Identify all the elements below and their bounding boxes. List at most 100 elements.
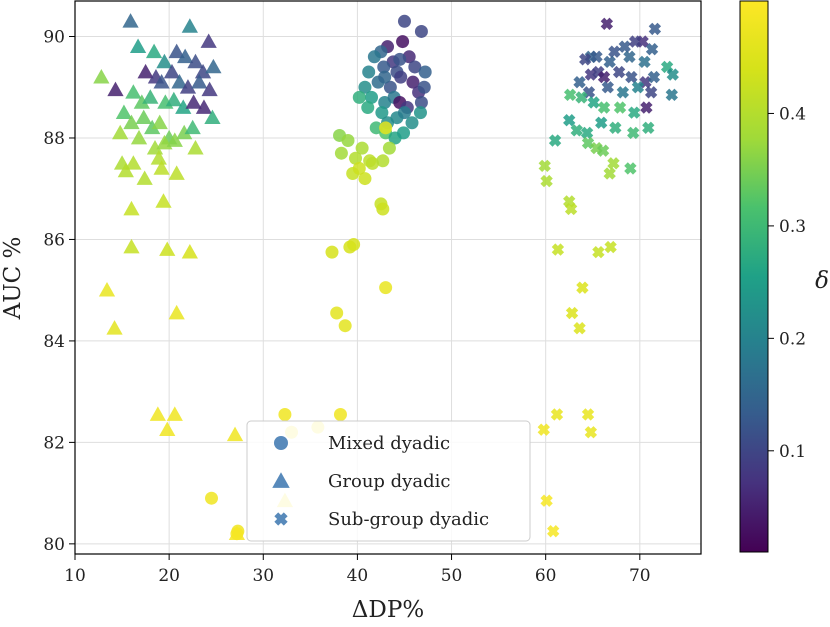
mixed-dyadic-point bbox=[355, 141, 369, 155]
group-dyadic-point bbox=[187, 53, 204, 69]
group-dyadic-point bbox=[153, 160, 170, 175]
colorbar-tick-label: 0.3 bbox=[779, 217, 806, 237]
sub-group-dyadic-point bbox=[547, 524, 560, 538]
mixed-dyadic-point bbox=[278, 407, 292, 421]
group-dyadic-point bbox=[159, 241, 176, 256]
group-dyadic-point bbox=[125, 84, 142, 99]
group-dyadic-point bbox=[150, 150, 167, 165]
y-tick-label: 82 bbox=[43, 433, 65, 453]
legend-marker-x bbox=[274, 512, 288, 526]
x-tick-label: 30 bbox=[252, 566, 274, 586]
colorbar: 0.1 0.2 0.3 0.4 δ bbox=[739, 0, 829, 553]
group-dyadic-point bbox=[171, 74, 188, 89]
mixed-dyadic-point bbox=[375, 106, 389, 120]
group-dyadic-point bbox=[201, 81, 218, 97]
sub-group-dyadic-point bbox=[596, 144, 610, 157]
sub-group-dyadic-point bbox=[604, 240, 617, 254]
sub-group-dyadic-point bbox=[642, 121, 655, 135]
mixed-dyadic-point bbox=[382, 141, 396, 155]
mixed-dyadic-point bbox=[397, 106, 411, 120]
group-dyadic-point bbox=[123, 238, 140, 254]
x-axis-ticks: 10 20 30 40 50 60 70 bbox=[64, 554, 651, 586]
mixed-dyadic-point bbox=[418, 65, 432, 79]
sub-group-dyadic-point bbox=[623, 50, 636, 63]
sub-group-dyadic-point bbox=[595, 116, 608, 129]
mixed-dyadic-point bbox=[378, 70, 392, 84]
group-dyadic-point bbox=[195, 99, 213, 114]
mixed-dyadic-point bbox=[383, 80, 397, 94]
sub-group-dyadic-point bbox=[551, 243, 565, 256]
group-dyadic-point bbox=[136, 170, 153, 185]
mixed-dyadic-point bbox=[394, 70, 408, 84]
sub-group-dyadic-point bbox=[665, 88, 678, 102]
group-dyadic-point bbox=[191, 74, 208, 89]
sub-group-dyadic-point bbox=[609, 121, 622, 135]
sub-group-dyadic-series bbox=[537, 17, 679, 538]
sub-group-dyadic-point bbox=[537, 423, 550, 436]
group-dyadic-point bbox=[184, 119, 201, 135]
group-dyadic-point bbox=[204, 109, 221, 125]
mixed-dyadic-point bbox=[330, 306, 344, 320]
sub-group-dyadic-point bbox=[564, 202, 578, 216]
group-dyadic-point bbox=[187, 140, 204, 155]
sub-group-dyadic-point bbox=[607, 157, 620, 170]
mixed-dyadic-point bbox=[377, 60, 391, 74]
sub-group-dyadic-point bbox=[592, 245, 605, 259]
x-tick-label: 70 bbox=[629, 566, 651, 586]
sub-group-dyadic-point bbox=[581, 408, 595, 421]
sub-group-dyadic-point bbox=[603, 167, 616, 180]
group-dyadic-series bbox=[93, 13, 294, 541]
sub-group-dyadic-point bbox=[540, 494, 553, 507]
sub-group-dyadic-point bbox=[597, 70, 611, 84]
mixed-dyadic-point bbox=[376, 154, 390, 168]
mixed-dyadic-point bbox=[414, 95, 428, 109]
mixed-dyadic-point bbox=[333, 407, 347, 421]
mixed-dyadic-point bbox=[352, 161, 366, 175]
sub-group-dyadic-point bbox=[590, 50, 603, 63]
sub-group-dyadic-point bbox=[648, 22, 662, 36]
colorbar-label: δ bbox=[815, 268, 829, 294]
group-dyadic-point bbox=[137, 63, 154, 79]
mixed-dyadic-point bbox=[406, 75, 420, 89]
sub-group-dyadic-point bbox=[601, 81, 614, 94]
sub-group-dyadic-point bbox=[570, 124, 583, 137]
group-dyadic-point bbox=[181, 18, 198, 33]
sub-group-dyadic-point bbox=[627, 126, 640, 140]
sub-group-dyadic-point bbox=[540, 174, 553, 188]
sub-group-dyadic-point bbox=[573, 322, 586, 335]
sub-group-dyadic-point bbox=[579, 53, 592, 66]
x-tick-label: 20 bbox=[158, 566, 180, 586]
sub-group-dyadic-point bbox=[616, 86, 630, 99]
group-dyadic-point bbox=[165, 91, 182, 107]
sub-group-dyadic-point bbox=[625, 70, 638, 84]
sub-group-dyadic-point bbox=[644, 86, 658, 99]
mixed-dyadic-point bbox=[352, 90, 366, 104]
mixed-dyadic-point bbox=[358, 172, 372, 186]
group-dyadic-point bbox=[200, 33, 217, 48]
sub-group-dyadic-point bbox=[550, 408, 564, 421]
group-dyadic-point bbox=[166, 406, 183, 421]
sub-group-dyadic-point bbox=[573, 75, 586, 89]
mixed-dyadic-point bbox=[376, 202, 390, 216]
mixed-dyadic-point bbox=[408, 60, 422, 74]
group-dyadic-point bbox=[151, 114, 168, 130]
sub-group-dyadic-point bbox=[587, 96, 600, 109]
colorbar-gradient bbox=[739, 0, 769, 553]
sub-group-dyadic-point bbox=[576, 281, 589, 294]
sub-group-dyadic-point bbox=[584, 426, 598, 439]
legend: Mixed dyadic Group dyadic Sub-group dyadic bbox=[246, 420, 531, 542]
sub-group-dyadic-point bbox=[565, 306, 579, 320]
mixed-dyadic-point bbox=[396, 35, 410, 49]
group-dyadic-point bbox=[226, 426, 244, 442]
colorbar-tick-label: 0.4 bbox=[779, 104, 806, 124]
sub-group-dyadic-point bbox=[645, 43, 659, 56]
group-dyadic-point bbox=[106, 320, 123, 335]
sub-group-dyadic-point bbox=[628, 35, 642, 48]
legend-marker-triangle bbox=[272, 472, 290, 488]
sub-group-dyadic-point bbox=[584, 68, 598, 81]
group-dyadic-point bbox=[129, 38, 147, 53]
x-axis-title: ΔDP% bbox=[352, 597, 424, 623]
group-dyadic-point bbox=[177, 48, 194, 64]
sub-group-dyadic-point bbox=[647, 70, 661, 84]
group-dyadic-point bbox=[149, 406, 166, 421]
